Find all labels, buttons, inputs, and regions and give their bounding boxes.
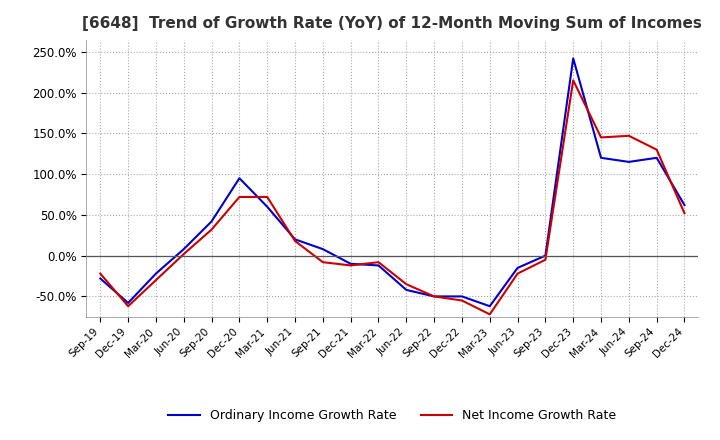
Net Income Growth Rate — [402, 282, 410, 287]
Ordinary Income Growth Rate — [346, 261, 355, 267]
Ordinary Income Growth Rate — [374, 263, 383, 268]
Ordinary Income Growth Rate — [624, 159, 633, 165]
Net Income Growth Rate — [346, 263, 355, 268]
Ordinary Income Growth Rate — [402, 287, 410, 293]
Ordinary Income Growth Rate — [541, 253, 550, 258]
Net Income Growth Rate — [179, 251, 188, 257]
Ordinary Income Growth Rate — [179, 246, 188, 252]
Net Income Growth Rate — [235, 194, 243, 200]
Net Income Growth Rate — [541, 257, 550, 262]
Net Income Growth Rate — [291, 238, 300, 244]
Net Income Growth Rate — [513, 271, 522, 276]
Net Income Growth Rate — [652, 147, 661, 152]
Ordinary Income Growth Rate — [597, 155, 606, 161]
Ordinary Income Growth Rate — [96, 276, 104, 281]
Ordinary Income Growth Rate — [291, 237, 300, 242]
Ordinary Income Growth Rate — [680, 202, 689, 208]
Ordinary Income Growth Rate — [124, 300, 132, 305]
Ordinary Income Growth Rate — [485, 304, 494, 309]
Ordinary Income Growth Rate — [458, 294, 467, 299]
Net Income Growth Rate — [624, 133, 633, 139]
Ordinary Income Growth Rate — [318, 246, 327, 252]
Ordinary Income Growth Rate — [569, 56, 577, 61]
Net Income Growth Rate — [96, 271, 104, 276]
Net Income Growth Rate — [569, 78, 577, 83]
Ordinary Income Growth Rate — [430, 294, 438, 299]
Title: [6648]  Trend of Growth Rate (YoY) of 12-Month Moving Sum of Incomes: [6648] Trend of Growth Rate (YoY) of 12-… — [83, 16, 702, 32]
Net Income Growth Rate — [263, 194, 271, 200]
Net Income Growth Rate — [680, 211, 689, 216]
Line: Ordinary Income Growth Rate: Ordinary Income Growth Rate — [100, 59, 685, 306]
Net Income Growth Rate — [374, 260, 383, 265]
Net Income Growth Rate — [207, 227, 216, 232]
Ordinary Income Growth Rate — [207, 219, 216, 224]
Net Income Growth Rate — [318, 260, 327, 265]
Ordinary Income Growth Rate — [235, 176, 243, 181]
Net Income Growth Rate — [485, 312, 494, 317]
Ordinary Income Growth Rate — [263, 204, 271, 209]
Ordinary Income Growth Rate — [652, 155, 661, 161]
Net Income Growth Rate — [430, 294, 438, 299]
Legend: Ordinary Income Growth Rate, Net Income Growth Rate: Ordinary Income Growth Rate, Net Income … — [163, 404, 621, 427]
Ordinary Income Growth Rate — [152, 271, 161, 276]
Ordinary Income Growth Rate — [513, 265, 522, 271]
Net Income Growth Rate — [458, 298, 467, 303]
Net Income Growth Rate — [124, 304, 132, 309]
Net Income Growth Rate — [597, 135, 606, 140]
Line: Net Income Growth Rate: Net Income Growth Rate — [100, 81, 685, 314]
Net Income Growth Rate — [152, 278, 161, 283]
